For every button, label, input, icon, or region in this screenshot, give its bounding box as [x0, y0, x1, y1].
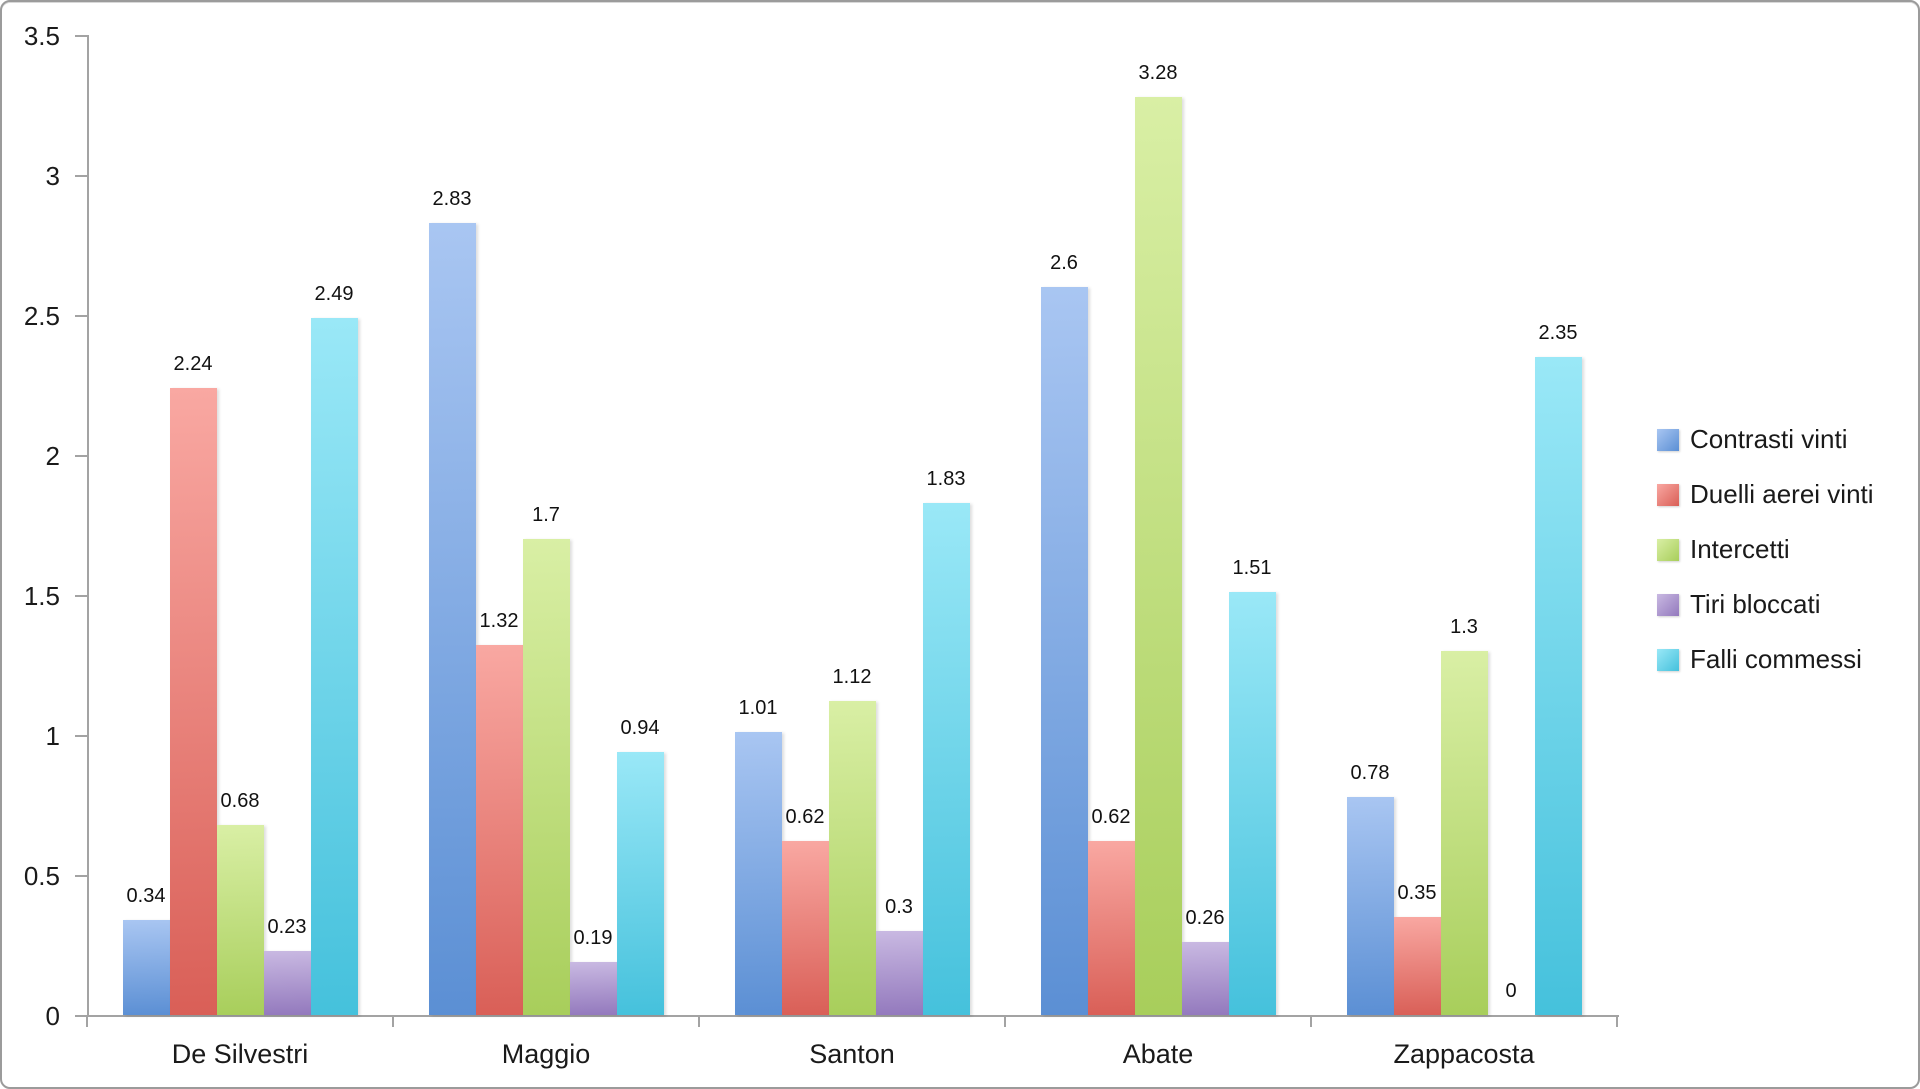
bar-tiri-bloccati-maggio — [569, 962, 617, 1015]
legend-label: Falli commessi — [1690, 644, 1862, 674]
x-axis-tick — [86, 1017, 88, 1027]
chart-legend: Contrasti vinti Duelli aerei vinti Interce… — [1657, 412, 1874, 687]
bar-falli-commessi-maggio — [616, 752, 664, 1015]
legend-item-falli-commessi: Falli commessi — [1657, 632, 1874, 687]
bar-duelli-aerei-vinti-zappacosta — [1393, 917, 1441, 1015]
bar-value-label: 0.19 — [573, 927, 613, 949]
bar-value-label: 2.83 — [432, 188, 472, 210]
y-axis-tick-label: 2.5 — [23, 301, 60, 331]
bar-value-label: 1.01 — [738, 697, 778, 719]
bar-value-label: 3.28 — [1138, 62, 1178, 84]
y-axis-tick-label: 0 — [45, 1001, 60, 1031]
bar-value-label: 1.3 — [1450, 616, 1478, 638]
bar-falli-commessi-santon — [922, 503, 970, 1015]
category-label-maggio: Maggio — [501, 1039, 591, 1069]
y-axis-line — [87, 35, 89, 1017]
bar-value-label: 0.68 — [220, 790, 260, 812]
x-axis-line — [75, 1015, 1619, 1017]
bar-falli-commessi-zappacosta — [1534, 357, 1582, 1015]
bar-value-label: 2.49 — [314, 283, 354, 305]
bar-value-label: 0 — [1505, 980, 1517, 1002]
bar-intercetti-maggio — [522, 539, 570, 1015]
bar-value-label: 0.23 — [267, 916, 307, 938]
bar-duelli-aerei-vinti-de-silvestri — [169, 388, 217, 1015]
legend-label: Duelli aerei vinti — [1690, 479, 1874, 509]
bar-value-label: 1.51 — [1232, 557, 1272, 579]
bar-value-label: 2.6 — [1050, 252, 1078, 274]
y-axis-tick — [75, 35, 88, 37]
category-label-zappacosta: Zappacosta — [1393, 1039, 1535, 1069]
bar-value-label: 0.34 — [126, 885, 166, 907]
y-axis-tick — [75, 315, 88, 317]
bar-intercetti-santon — [828, 701, 876, 1015]
bar-value-label: 0.94 — [620, 717, 660, 739]
bar-value-label: 0.62 — [785, 806, 825, 828]
y-axis-tick-label: 1.5 — [23, 581, 60, 611]
legend-swatch-icon — [1657, 538, 1679, 561]
bar-contrasti-vinti-zappacosta — [1346, 797, 1394, 1015]
bar-contrasti-vinti-abate — [1040, 287, 1088, 1015]
x-axis-tick — [392, 1017, 394, 1027]
y-axis-tick — [75, 875, 88, 877]
y-axis-tick — [75, 175, 88, 177]
bar-falli-commessi-abate — [1228, 592, 1276, 1015]
category-label-de-silvestri: De Silvestri — [171, 1039, 309, 1069]
y-axis-tick — [75, 595, 88, 597]
legend-item-intercetti: Intercetti — [1657, 522, 1874, 577]
bar-duelli-aerei-vinti-santon — [781, 841, 829, 1015]
bar-intercetti-abate — [1134, 97, 1182, 1015]
bar-value-label: 2.35 — [1538, 322, 1578, 344]
legend-swatch-icon — [1657, 593, 1679, 616]
category-label-santon: Santon — [809, 1039, 895, 1069]
bar-value-label: 0.62 — [1091, 806, 1131, 828]
legend-swatch-icon — [1657, 428, 1679, 451]
bar-contrasti-vinti-santon — [734, 732, 782, 1015]
x-axis-tick — [1004, 1017, 1006, 1027]
x-axis-tick — [698, 1017, 700, 1027]
bar-contrasti-vinti-maggio — [428, 223, 476, 1015]
bar-value-label: 1.83 — [926, 468, 966, 490]
bar-value-label: 0.35 — [1397, 882, 1437, 904]
bar-value-label: 0.3 — [885, 896, 913, 918]
bar-duelli-aerei-vinti-maggio — [475, 645, 523, 1015]
y-axis-tick-label: 1 — [45, 721, 60, 751]
bar-tiri-bloccati-abate — [1181, 942, 1229, 1015]
legend-item-contrasti-vinti: Contrasti vinti — [1657, 412, 1874, 467]
y-axis-tick — [75, 1015, 88, 1017]
legend-item-tiri-bloccati: Tiri bloccati — [1657, 577, 1874, 632]
bar-falli-commessi-de-silvestri — [310, 318, 358, 1015]
bar-intercetti-zappacosta — [1440, 651, 1488, 1015]
x-axis-tick — [1616, 1017, 1618, 1027]
y-axis-tick-label: 3 — [45, 161, 60, 191]
bar-tiri-bloccati-de-silvestri — [263, 951, 311, 1015]
x-axis-tick — [1310, 1017, 1312, 1027]
y-axis-tick — [75, 735, 88, 737]
bar-value-label: 2.24 — [173, 353, 213, 375]
bar-value-label: 1.32 — [479, 610, 519, 632]
bar-contrasti-vinti-de-silvestri — [122, 920, 170, 1015]
y-axis-tick-label: 2 — [45, 441, 60, 471]
legend-label: Intercetti — [1690, 534, 1790, 564]
bar-intercetti-de-silvestri — [216, 825, 264, 1015]
bar-duelli-aerei-vinti-abate — [1087, 841, 1135, 1015]
bar-value-label: 0.78 — [1350, 762, 1390, 784]
y-axis-tick-label: 3.5 — [23, 21, 60, 51]
legend-label: Tiri bloccati — [1690, 589, 1821, 619]
legend-item-duelli-aerei-vinti: Duelli aerei vinti — [1657, 467, 1874, 522]
bar-value-label: 0.26 — [1185, 907, 1225, 929]
y-axis-tick — [75, 455, 88, 457]
legend-label: Contrasti vinti — [1690, 424, 1848, 454]
legend-swatch-icon — [1657, 648, 1679, 671]
bar-value-label: 1.7 — [532, 504, 560, 526]
legend-swatch-icon — [1657, 483, 1679, 506]
bar-tiri-bloccati-santon — [875, 931, 923, 1015]
bar-value-label: 1.12 — [832, 666, 872, 688]
category-label-abate: Abate — [1122, 1039, 1194, 1069]
y-axis-tick-label: 0.5 — [23, 861, 60, 891]
